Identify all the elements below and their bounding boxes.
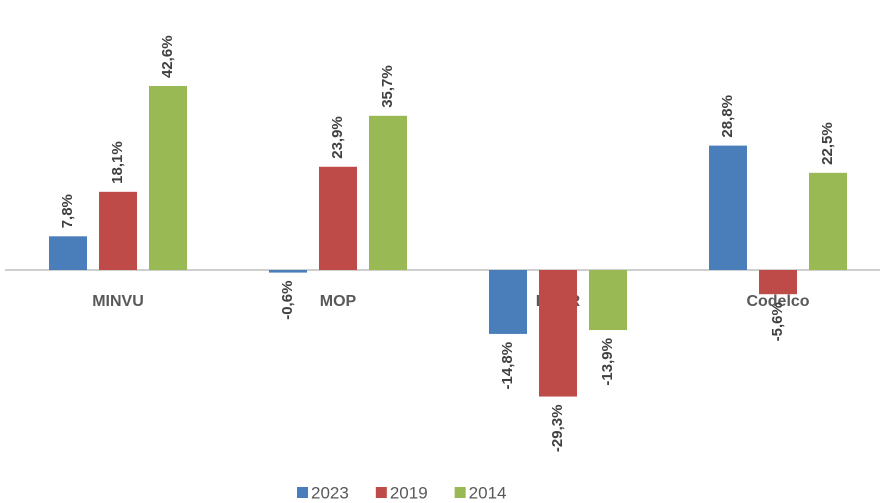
bar: [809, 172, 847, 270]
bar: [269, 270, 307, 273]
value-label: -5,6%: [769, 302, 786, 341]
legend-swatch: [375, 487, 387, 498]
x-tick-label: MINVU: [92, 293, 144, 310]
value-label: 7,8%: [59, 194, 76, 228]
bar: [709, 145, 747, 270]
value-label: 23,9%: [329, 116, 346, 159]
value-label: 35,7%: [379, 65, 396, 108]
x-tick-label: MOP: [320, 293, 357, 310]
legend-label: 2023: [311, 483, 349, 502]
bar: [589, 270, 627, 331]
value-label: 28,8%: [719, 95, 736, 138]
value-label: 22,5%: [819, 122, 836, 165]
value-label: -14,8%: [499, 342, 516, 390]
bar: [539, 270, 577, 397]
legend-swatch: [454, 487, 466, 498]
bar: [149, 86, 187, 270]
value-label: -29,3%: [549, 405, 566, 453]
bar: [99, 191, 137, 270]
bar: [49, 236, 87, 270]
bar: [759, 270, 797, 295]
bar: [369, 115, 407, 270]
legend-label: 2019: [390, 483, 428, 502]
value-label: 18,1%: [109, 141, 126, 184]
value-label: 42,6%: [159, 35, 176, 78]
bar: [489, 270, 527, 334]
value-label: -13,9%: [599, 338, 616, 386]
value-label: -0,6%: [279, 281, 296, 320]
bar: [319, 166, 357, 270]
legend-swatch: [297, 487, 308, 498]
x-tick-label: Codelco: [746, 293, 809, 310]
legend-label: 2014: [469, 483, 507, 502]
